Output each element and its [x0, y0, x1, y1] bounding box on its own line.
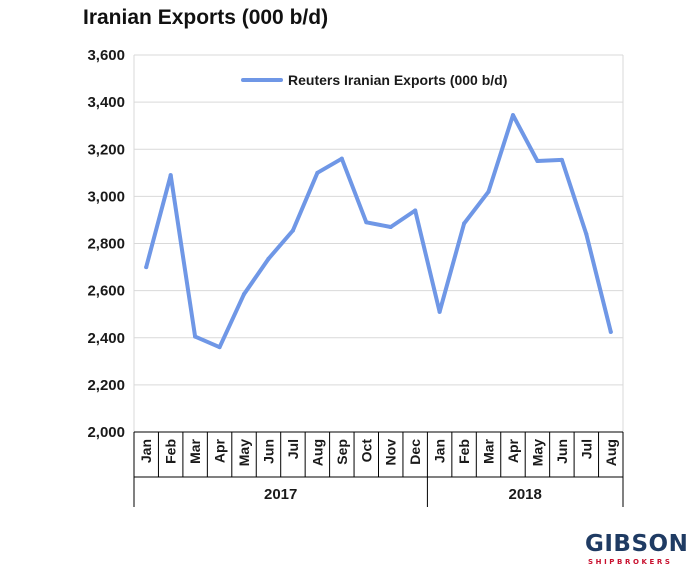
x-tick-label: Nov	[383, 439, 399, 466]
data-point	[510, 113, 515, 118]
chart-title: Iranian Exports (000 b/d)	[83, 6, 329, 29]
series-line	[144, 113, 613, 350]
logo-wordmark: GIBSON	[585, 531, 689, 557]
x-tick-label: Jun	[260, 439, 276, 464]
legend: Reuters Iranian Exports (000 b/d)	[241, 72, 507, 88]
data-point	[559, 157, 564, 162]
y-tick-label: 3,200	[87, 141, 125, 158]
x-axis-tick-labels: Jan Feb Mar Apr May Jun Jul Aug Sep Oct Nov Dec Jan F…	[138, 438, 619, 503]
data-point	[193, 334, 198, 339]
data-point	[315, 170, 320, 175]
y-tick-label: 3,400	[87, 94, 125, 111]
y-tick-label: 3,600	[87, 47, 125, 64]
data-point	[584, 232, 589, 237]
y-tick-label: 2,400	[87, 330, 125, 347]
x-group-label: 2018	[509, 486, 542, 503]
data-point	[339, 156, 344, 161]
data-point	[217, 345, 222, 350]
x-group-label: 2017	[264, 486, 297, 503]
x-tick-label: Aug	[603, 439, 619, 466]
x-tick-label: Dec	[407, 439, 423, 465]
y-tick-label: 2,200	[87, 377, 125, 394]
y-tick-label: 2,800	[87, 236, 125, 253]
x-tick-label: Feb	[163, 439, 179, 464]
y-tick-label: 2,000	[87, 424, 125, 441]
data-point	[437, 309, 442, 314]
x-tick-label: Apr	[212, 438, 228, 463]
data-point	[242, 292, 247, 297]
logo-subtitle: SHIPBROKERS	[588, 558, 673, 566]
x-tick-label: Aug	[309, 439, 325, 466]
data-point	[535, 159, 540, 164]
data-point	[144, 265, 149, 270]
data-point	[413, 208, 418, 213]
data-point	[462, 221, 467, 226]
x-tick-label: May	[236, 439, 252, 466]
x-tick-label: Apr	[505, 438, 521, 463]
series-lines	[144, 113, 613, 350]
y-axis-tick-labels: 2,000 2,200 2,400 2,600 2,800 3,000 3,200 3,400…	[87, 47, 125, 441]
x-tick-label: Jul	[285, 439, 301, 459]
gridlines	[134, 54, 623, 386]
x-tick-label: Jan	[432, 439, 448, 463]
data-point	[486, 189, 491, 194]
x-tick-label: Sep	[334, 439, 350, 465]
x-tick-label: Jul	[578, 439, 594, 459]
data-point	[608, 329, 613, 334]
data-point	[290, 228, 295, 233]
data-point	[168, 173, 173, 178]
x-tick-label: Mar	[481, 438, 497, 463]
data-point	[388, 225, 393, 230]
y-tick-label: 3,000	[87, 188, 125, 205]
x-tick-label: Jan	[138, 439, 154, 463]
x-tick-label: May	[529, 439, 545, 466]
x-tick-label: Oct	[358, 439, 374, 463]
x-tick-label: Mar	[187, 438, 203, 463]
x-tick-label: Jun	[554, 439, 570, 464]
x-tick-label: Feb	[456, 439, 472, 464]
data-point	[266, 256, 271, 261]
legend-label: Reuters Iranian Exports (000 b/d)	[288, 72, 507, 88]
gibson-shipbrokers-logo: GIBSON SHIPBROKERS	[585, 531, 689, 572]
data-point	[364, 220, 369, 225]
y-tick-label: 2,600	[87, 283, 125, 300]
category-axis	[133, 55, 624, 507]
